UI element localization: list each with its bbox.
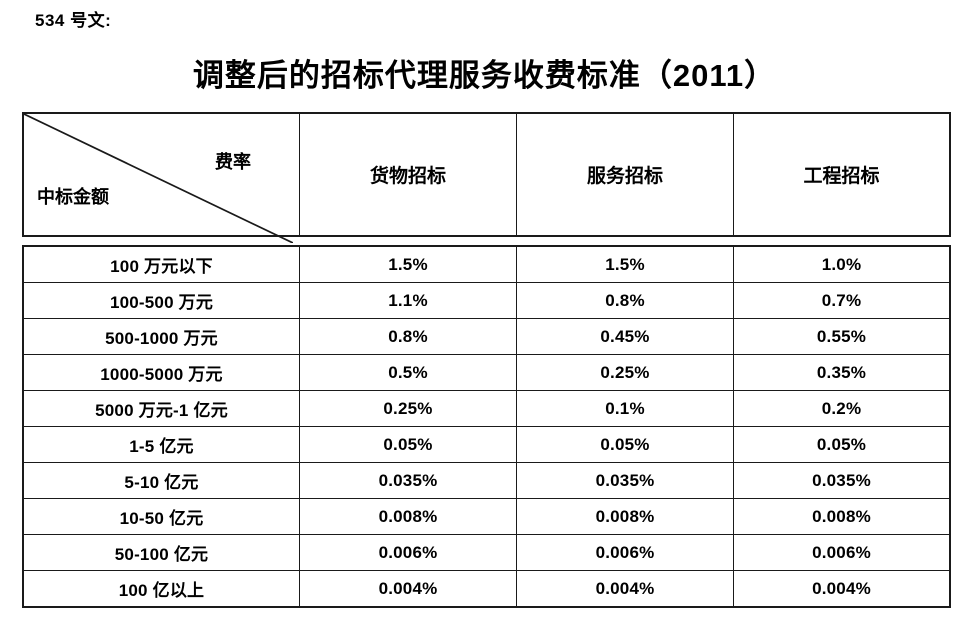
rate-cell-engineering: 0.05%	[733, 427, 949, 462]
amount-cell: 500-1000 万元	[105, 329, 218, 348]
doc-number-label: 534 号文:	[35, 11, 112, 30]
amount-cell: 10-50 亿元	[119, 509, 204, 528]
corner-rate-label: 费率	[215, 152, 251, 172]
rate-cell-goods: 0.5%	[299, 355, 516, 390]
table-row: 1000-5000 万元 0.5% 0.25% 0.35%	[24, 354, 949, 390]
amount-cell: 100 万元以下	[110, 257, 213, 276]
fee-table-header-row: 费率 中标金额 货物招标 服务招标 工程招标	[22, 112, 951, 237]
rate-cell-goods: 0.25%	[299, 391, 516, 426]
table-row: 100 万元以下 1.5% 1.5% 1.0%	[24, 247, 949, 282]
page-title: 调整后的招标代理服务收费标准（2011）	[192, 58, 777, 93]
table-row: 1-5 亿元 0.05% 0.05% 0.05%	[24, 426, 949, 462]
rate-cell-services: 0.05%	[516, 427, 733, 462]
amount-cell: 50-100 亿元	[114, 545, 209, 564]
rate-cell-services: 0.25%	[516, 355, 733, 390]
rate-cell-services: 0.1%	[516, 391, 733, 426]
column-header-engineering-bidding: 工程招标	[733, 114, 949, 235]
rate-cell-engineering: 0.35%	[733, 355, 949, 390]
rate-cell-services: 0.006%	[516, 535, 733, 570]
rate-cell-engineering: 1.0%	[733, 247, 949, 282]
rate-cell-goods: 1.5%	[299, 247, 516, 282]
rate-cell-services: 0.004%	[516, 571, 733, 606]
table-row: 500-1000 万元 0.8% 0.45% 0.55%	[24, 318, 949, 354]
rate-cell-engineering: 0.7%	[733, 283, 949, 318]
amount-cell: 1-5 亿元	[129, 437, 194, 456]
rate-cell-engineering: 0.008%	[733, 499, 949, 534]
rate-cell-services: 1.5%	[516, 247, 733, 282]
rate-cell-services: 0.008%	[516, 499, 733, 534]
table-row: 50-100 亿元 0.006% 0.006% 0.006%	[24, 534, 949, 570]
rate-cell-goods: 0.05%	[299, 427, 516, 462]
corner-header-cell: 费率 中标金额	[24, 114, 299, 235]
rate-cell-services: 0.45%	[516, 319, 733, 354]
amount-cell: 100-500 万元	[109, 293, 214, 312]
rate-cell-services: 0.8%	[516, 283, 733, 318]
rate-cell-engineering: 0.55%	[733, 319, 949, 354]
rate-cell-goods: 0.035%	[299, 463, 516, 498]
fee-table-body: 100 万元以下 1.5% 1.5% 1.0% 100-500 万元 1.1% …	[22, 245, 951, 608]
amount-cell: 100 亿以上	[118, 581, 205, 600]
rate-cell-goods: 0.006%	[299, 535, 516, 570]
rate-cell-engineering: 0.006%	[733, 535, 949, 570]
table-row: 100 亿以上 0.004% 0.004% 0.004%	[24, 570, 949, 606]
rate-cell-goods: 0.8%	[299, 319, 516, 354]
rate-cell-services: 0.035%	[516, 463, 733, 498]
table-row: 5000 万元-1 亿元 0.25% 0.1% 0.2%	[24, 390, 949, 426]
corner-amount-label: 中标金额	[37, 187, 109, 207]
amount-cell: 5-10 亿元	[124, 473, 199, 492]
rate-cell-goods: 0.008%	[299, 499, 516, 534]
rate-cell-goods: 1.1%	[299, 283, 516, 318]
rate-cell-engineering: 0.2%	[733, 391, 949, 426]
column-header-goods-bidding: 货物招标	[299, 114, 516, 235]
table-row: 100-500 万元 1.1% 0.8% 0.7%	[24, 282, 949, 318]
table-row: 10-50 亿元 0.008% 0.008% 0.008%	[24, 498, 949, 534]
column-header-services-bidding: 服务招标	[516, 114, 733, 235]
rate-cell-engineering: 0.035%	[733, 463, 949, 498]
table-row: 5-10 亿元 0.035% 0.035% 0.035%	[24, 462, 949, 498]
amount-cell: 5000 万元-1 亿元	[95, 401, 228, 420]
rate-cell-goods: 0.004%	[299, 571, 516, 606]
amount-cell: 1000-5000 万元	[100, 365, 223, 384]
rate-cell-engineering: 0.004%	[733, 571, 949, 606]
